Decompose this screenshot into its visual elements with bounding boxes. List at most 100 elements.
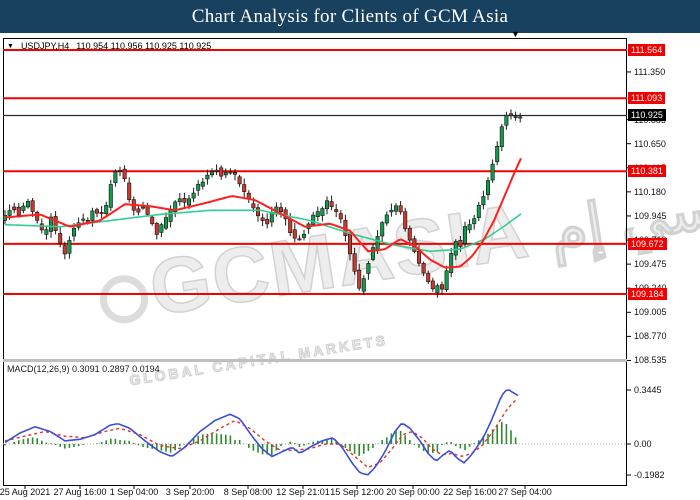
candle-body [301, 233, 306, 238]
candle-body [104, 205, 109, 214]
ohlc-values: 110.954 110.956 110.925 110.925 [76, 41, 212, 51]
candle-body [426, 273, 431, 282]
candle-body [173, 201, 178, 212]
chevron-down-icon[interactable]: ▼ [7, 42, 14, 50]
candle-body [260, 217, 265, 221]
candle-body [127, 182, 132, 200]
level-price-badge: 109.184 [628, 287, 667, 300]
candle-body [200, 181, 205, 187]
candle-body [311, 214, 316, 225]
candle-body [389, 209, 394, 213]
candle-body [357, 269, 362, 289]
candle-body [453, 241, 458, 256]
candle-body [122, 168, 127, 180]
macd-tick-label: -0.1982 [634, 470, 665, 481]
candle-body [233, 171, 238, 175]
price-tick-label: 109.005 [634, 307, 667, 318]
candle-body [187, 198, 192, 206]
symbol-period-label: USDJPY,H4 [20, 41, 70, 51]
candle-body [210, 171, 215, 176]
candle-body [141, 206, 146, 209]
candle-body [44, 229, 49, 235]
candle-body [196, 183, 201, 191]
price-tick-label: 111.350 [634, 66, 666, 77]
candle-body [329, 201, 334, 208]
level-price-badge: 110.381 [628, 165, 666, 178]
candle-body [237, 176, 242, 185]
candle-body [118, 170, 123, 172]
time-tick-label: 20 Sep 00:00 [386, 487, 440, 497]
candle-body [53, 216, 58, 231]
candle-body [39, 223, 44, 231]
time-tick-label: 12 Sep 21:01 [276, 487, 330, 497]
candle-body [398, 205, 403, 213]
macd-signal-line [4, 398, 519, 469]
pane-separator [3, 359, 627, 362]
time-axis[interactable]: 25 Aug 2021 27 Aug 16:00 1 Sep 04:00 3 Sep … [0, 487, 700, 500]
candle-body [278, 207, 283, 213]
candle-body [481, 196, 486, 206]
time-tick-label: 3 Sep 20:00 [165, 487, 215, 497]
price-tick-label: 109.945 [634, 210, 667, 221]
candle-body [352, 253, 357, 272]
candle-body [334, 209, 339, 212]
time-tick-label: 25 Aug 2021 [0, 487, 51, 497]
candle-body [370, 247, 375, 260]
time-tick-label: 15 Sep 12:00 [330, 487, 384, 497]
candle-body [223, 172, 228, 176]
price-tick-label: 109.475 [634, 259, 667, 270]
symbol-header: ▼ USDJPY,H4 110.954 110.956 110.925 110.… [7, 41, 211, 51]
candle-body [366, 263, 371, 274]
candle-body [375, 236, 380, 251]
candle-body [30, 200, 35, 212]
candle-body [25, 201, 30, 208]
candle-body [499, 126, 504, 147]
candle-body [485, 180, 490, 196]
candle-body [182, 197, 187, 203]
candle-body [384, 214, 389, 224]
candle-body [48, 216, 53, 232]
candle-body [108, 184, 113, 208]
candle-body [495, 146, 500, 163]
time-tick-label: 27 Aug 16:00 [53, 487, 107, 497]
candle-body [164, 217, 169, 229]
candle-body [205, 174, 210, 180]
macd-tick-label: 0.00 [634, 439, 652, 449]
candle-body [191, 192, 196, 199]
candle-body [219, 167, 224, 177]
time-tick-label: 8 Sep 08:00 [223, 487, 273, 497]
page-title: Chart Analysis for Clients of GCM Asia [191, 5, 509, 27]
candle-body [81, 218, 86, 221]
level-price-badge: 111.564 [628, 44, 666, 56]
macd-name: MACD(12,26,9) [7, 364, 70, 374]
price-tick-label: 108.770 [634, 331, 667, 342]
title-bar: Chart Analysis for Clients of GCM Asia [0, 0, 700, 33]
candle-body [458, 240, 463, 247]
candle-body [12, 206, 17, 211]
ma-fast-line [4, 157, 522, 269]
candle-body [472, 218, 477, 225]
candle-body [265, 219, 270, 225]
candle-body [99, 212, 104, 214]
candle-body [315, 211, 320, 217]
candle-body [324, 200, 329, 210]
candle-body [490, 163, 495, 181]
candle-body [214, 169, 219, 172]
candle-body [113, 171, 118, 184]
price-axis[interactable]: 111.350110.885110.650110.415110.180109.9… [627, 38, 700, 486]
macd-indicator-label: MACD(12,26,9) 0.3091 0.2897 0.0194 [7, 364, 160, 374]
time-tick-label: 1 Sep 04:00 [109, 487, 159, 497]
candle-body [288, 218, 293, 233]
candle-body [168, 209, 173, 222]
time-tick-label: 22 Sep 16:00 [443, 487, 497, 497]
candle-body [177, 198, 182, 203]
chart-shift-marker-icon[interactable]: ▼ [511, 29, 520, 39]
candle-body [150, 216, 155, 225]
candle-body [347, 233, 352, 255]
candle-body [439, 284, 444, 290]
candle-body [159, 224, 164, 233]
candle-body [228, 171, 233, 174]
candle-body [407, 227, 412, 241]
